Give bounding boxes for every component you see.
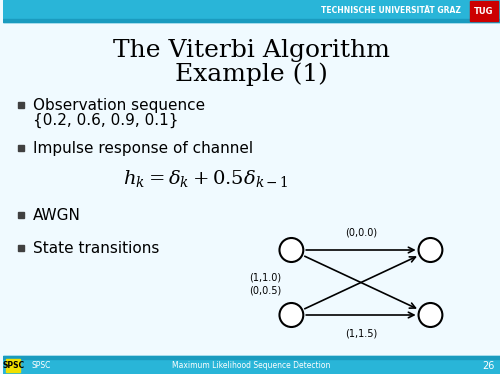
Text: Maximum Likelihood Sequence Detection: Maximum Likelihood Sequence Detection [172,362,331,371]
Text: {0.2, 0.6, 0.9, 0.1}: {0.2, 0.6, 0.9, 0.1} [33,113,178,128]
Circle shape [280,238,303,262]
Text: The Viterbi Algorithm: The Viterbi Algorithm [113,39,390,61]
Text: Impulse response of channel: Impulse response of channel [33,141,253,156]
Circle shape [418,238,442,262]
Text: (1,1.5): (1,1.5) [345,328,377,338]
Text: SPSC: SPSC [31,362,50,371]
Circle shape [280,303,303,327]
Text: TECHNISCHE UNIVERSITÄT GRAZ: TECHNISCHE UNIVERSITÄT GRAZ [320,6,460,15]
Bar [470,1,498,21]
Text: (1,1.0): (1,1.0) [250,273,282,282]
Text: Observation sequence: Observation sequence [33,98,205,113]
Text: State transitions: State transitions [33,240,160,255]
Text: TUG: TUG [474,6,494,15]
Bar [6,359,20,372]
Bar [4,356,500,374]
Text: (0,0.0): (0,0.0) [345,227,377,237]
Text: 26: 26 [482,361,494,371]
Text: $h_k = \delta_k + 0.5\delta_{k-1}$: $h_k = \delta_k + 0.5\delta_{k-1}$ [122,168,288,188]
Circle shape [418,303,442,327]
Bar [4,0,500,22]
Text: SPSC: SPSC [2,361,24,370]
Bar [4,19,500,22]
Text: AWGN: AWGN [33,208,81,223]
Text: Example (1): Example (1) [175,62,328,86]
Bar [4,356,500,359]
Text: (0,0.5): (0,0.5) [249,285,282,295]
